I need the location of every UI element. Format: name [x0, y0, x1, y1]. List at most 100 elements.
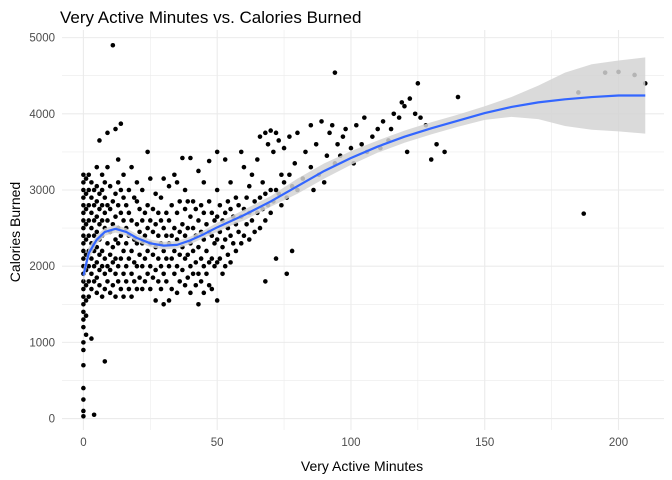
data-point	[110, 42, 116, 48]
data-point	[97, 252, 102, 258]
data-point	[99, 248, 105, 254]
data-point	[204, 248, 209, 254]
data-point	[308, 164, 314, 170]
data-point	[308, 122, 314, 128]
data-point	[289, 248, 295, 254]
y-axis-label: Calories Burned	[7, 182, 23, 282]
data-point	[118, 121, 124, 127]
data-point	[107, 206, 113, 212]
data-point	[110, 244, 116, 250]
data-point	[150, 206, 156, 212]
data-point	[412, 111, 418, 117]
data-point	[102, 271, 108, 277]
data-point	[442, 149, 447, 155]
data-point	[391, 111, 397, 117]
data-point	[206, 282, 212, 288]
data-point	[257, 134, 263, 139]
data-point	[220, 271, 225, 277]
data-point	[142, 210, 148, 216]
data-point	[201, 263, 207, 269]
data-point	[188, 214, 193, 219]
data-point	[156, 279, 161, 284]
data-point	[110, 260, 116, 265]
data-point	[196, 168, 201, 174]
data-point	[99, 263, 105, 269]
data-point	[212, 218, 217, 223]
data-point	[94, 290, 100, 296]
data-point	[102, 359, 108, 364]
data-point	[399, 100, 405, 105]
data-point	[236, 202, 241, 208]
data-point	[153, 298, 158, 303]
data-point	[212, 241, 217, 246]
data-point	[190, 248, 196, 254]
data-point	[246, 237, 252, 242]
data-point	[115, 180, 121, 185]
data-point	[284, 271, 290, 277]
data-point	[97, 221, 102, 227]
data-point	[354, 122, 359, 128]
data-point	[83, 298, 89, 303]
data-point	[287, 134, 292, 139]
data-point	[118, 233, 124, 239]
data-point	[81, 202, 86, 208]
data-point	[172, 248, 177, 254]
data-point	[279, 202, 284, 208]
y-tick-label: 0	[49, 414, 55, 426]
data-point	[153, 191, 158, 197]
data-point	[209, 256, 215, 261]
data-point	[180, 221, 185, 227]
data-point	[81, 340, 86, 345]
data-point	[214, 298, 220, 303]
data-point	[172, 172, 177, 178]
x-tick-label: 0	[80, 437, 86, 449]
data-point	[177, 199, 183, 204]
data-point	[126, 286, 132, 292]
data-point	[164, 256, 169, 261]
data-point	[147, 286, 153, 292]
data-point	[97, 206, 102, 212]
data-point	[118, 187, 124, 193]
data-point	[139, 286, 145, 292]
data-point	[94, 183, 100, 189]
data-point	[206, 260, 212, 265]
data-point	[97, 282, 102, 288]
data-point	[89, 225, 94, 231]
x-tick-label: 200	[609, 437, 628, 449]
data-point	[362, 115, 367, 120]
data-point	[233, 248, 239, 254]
data-point	[81, 317, 86, 322]
data-point	[161, 301, 166, 307]
data-point	[324, 153, 330, 159]
data-point	[121, 218, 126, 223]
data-point	[131, 195, 137, 200]
data-point	[107, 183, 113, 189]
data-point	[102, 286, 108, 292]
x-tick-labels: 0 50 100 150 200	[80, 437, 628, 449]
data-point	[228, 260, 233, 265]
data-point	[225, 252, 231, 258]
data-point	[102, 195, 108, 200]
data-point	[166, 298, 172, 303]
y-tick-label: 4000	[29, 109, 55, 121]
data-point	[137, 206, 142, 212]
data-point	[348, 145, 354, 151]
data-point	[161, 225, 166, 231]
data-point	[134, 199, 140, 204]
data-point	[145, 271, 150, 277]
data-point	[86, 279, 92, 284]
data-point	[255, 157, 260, 162]
data-point	[182, 233, 188, 239]
data-point	[129, 294, 134, 299]
data-point	[121, 294, 126, 299]
data-point	[115, 157, 121, 162]
y-tick-labels: 0 1000 2000 3000 4000 5000	[29, 33, 55, 426]
data-point	[217, 202, 223, 208]
x-tick-label: 50	[211, 437, 224, 449]
data-point	[222, 210, 228, 216]
data-point	[139, 187, 145, 193]
data-point	[89, 271, 94, 277]
data-point	[113, 191, 118, 197]
data-point	[94, 229, 100, 235]
data-point	[89, 256, 94, 261]
